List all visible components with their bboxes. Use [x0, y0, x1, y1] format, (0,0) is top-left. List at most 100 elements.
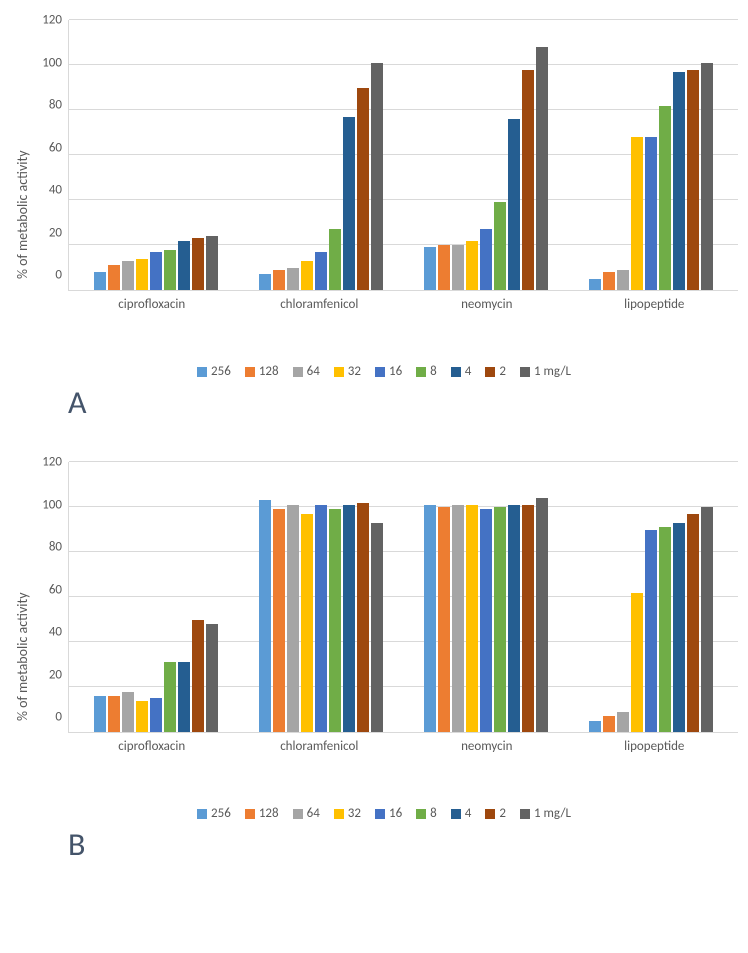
- legend-item: 8: [416, 364, 437, 379]
- legend-swatch: [293, 367, 303, 377]
- legend-label: 32: [348, 806, 361, 821]
- bar: [122, 692, 134, 733]
- chart-panel-a: % of metabolic activity120100806040200ci…: [10, 20, 738, 422]
- y-axis-ticks: 120100806040200: [34, 20, 68, 290]
- legend-label: 8: [430, 364, 437, 379]
- bar: [287, 505, 299, 732]
- bar: [589, 279, 601, 290]
- bar: [452, 245, 464, 290]
- legend-swatch: [245, 809, 255, 819]
- y-tick: 40: [34, 625, 62, 640]
- y-tick: 60: [34, 140, 62, 155]
- bar: [315, 252, 327, 290]
- legend-item: 2: [485, 806, 506, 821]
- bar: [631, 137, 643, 290]
- bar: [631, 593, 643, 733]
- bar: [494, 202, 506, 290]
- bar: [603, 716, 615, 732]
- legend-swatch: [416, 367, 426, 377]
- legend-swatch: [520, 367, 530, 377]
- bar: [522, 70, 534, 291]
- legend-label: 128: [259, 364, 279, 379]
- y-tick: 120: [34, 13, 62, 28]
- legend-label: 256: [211, 806, 231, 821]
- legend-label: 256: [211, 364, 231, 379]
- y-axis-label: % of metabolic activity: [10, 462, 34, 792]
- chart-panel-b: % of metabolic activity120100806040200ci…: [10, 462, 738, 864]
- x-axis-labels: ciprofloxacinchloramfenicolneomycinlipop…: [68, 291, 738, 312]
- y-axis-ticks: 120100806040200: [34, 462, 68, 732]
- panel-label: A: [10, 379, 738, 422]
- legend-label: 8: [430, 806, 437, 821]
- bar: [178, 662, 190, 732]
- panel-label: B: [10, 821, 738, 864]
- legend-item: 1 mg/L: [520, 364, 571, 379]
- bar: [150, 698, 162, 732]
- bar: [136, 259, 148, 291]
- legend-item: 1 mg/L: [520, 806, 571, 821]
- legend-label: 4: [465, 806, 472, 821]
- legend-item: 64: [293, 364, 320, 379]
- legend-item: 16: [375, 364, 402, 379]
- legend-label: 16: [389, 364, 402, 379]
- bar: [617, 712, 629, 732]
- bar: [659, 106, 671, 291]
- x-label: lipopeptide: [571, 297, 739, 312]
- legend-swatch: [293, 809, 303, 819]
- bar: [315, 505, 327, 732]
- bar: [329, 509, 341, 732]
- x-label: ciprofloxacin: [68, 297, 236, 312]
- bar: [480, 229, 492, 290]
- legend-label: 4: [465, 364, 472, 379]
- y-tick: 80: [34, 98, 62, 113]
- bar: [329, 229, 341, 290]
- bar: [466, 241, 478, 291]
- legend-swatch: [197, 367, 207, 377]
- plot-area: [68, 462, 738, 733]
- legend-swatch: [334, 367, 344, 377]
- legend-swatch: [334, 809, 344, 819]
- bar: [164, 250, 176, 291]
- legend: 2561286432168421 mg/L: [10, 792, 738, 821]
- legend-swatch: [375, 367, 385, 377]
- legend-swatch: [485, 809, 495, 819]
- legend-label: 64: [307, 364, 320, 379]
- bar: [206, 236, 218, 290]
- legend-label: 64: [307, 806, 320, 821]
- x-label: chloramfenicol: [236, 739, 404, 754]
- bar: [494, 507, 506, 732]
- bar: [343, 117, 355, 290]
- x-label: ciprofloxacin: [68, 739, 236, 754]
- bar: [192, 620, 204, 733]
- bar: [659, 527, 671, 732]
- bar-group: [424, 20, 548, 290]
- legend-item: 256: [197, 364, 231, 379]
- legend-swatch: [451, 809, 461, 819]
- bar: [452, 505, 464, 732]
- bar: [136, 701, 148, 733]
- y-tick: 0: [34, 268, 62, 283]
- bar: [673, 523, 685, 732]
- legend-label: 1 mg/L: [534, 364, 571, 379]
- bar: [617, 270, 629, 290]
- bar: [687, 70, 699, 291]
- bar: [108, 696, 120, 732]
- legend-swatch: [485, 367, 495, 377]
- legend-item: 32: [334, 364, 361, 379]
- legend-swatch: [197, 809, 207, 819]
- x-axis-labels: ciprofloxacinchloramfenicolneomycinlipop…: [68, 733, 738, 754]
- legend-swatch: [375, 809, 385, 819]
- bar: [108, 265, 120, 290]
- y-tick: 100: [34, 497, 62, 512]
- legend-label: 2: [499, 806, 506, 821]
- bar: [94, 272, 106, 290]
- y-tick: 40: [34, 183, 62, 198]
- bar: [287, 268, 299, 291]
- bar: [150, 252, 162, 290]
- y-tick: 20: [34, 225, 62, 240]
- y-axis-label: % of metabolic activity: [10, 20, 34, 350]
- bar: [508, 119, 520, 290]
- legend-label: 2: [499, 364, 506, 379]
- legend-item: 256: [197, 806, 231, 821]
- legend-label: 16: [389, 806, 402, 821]
